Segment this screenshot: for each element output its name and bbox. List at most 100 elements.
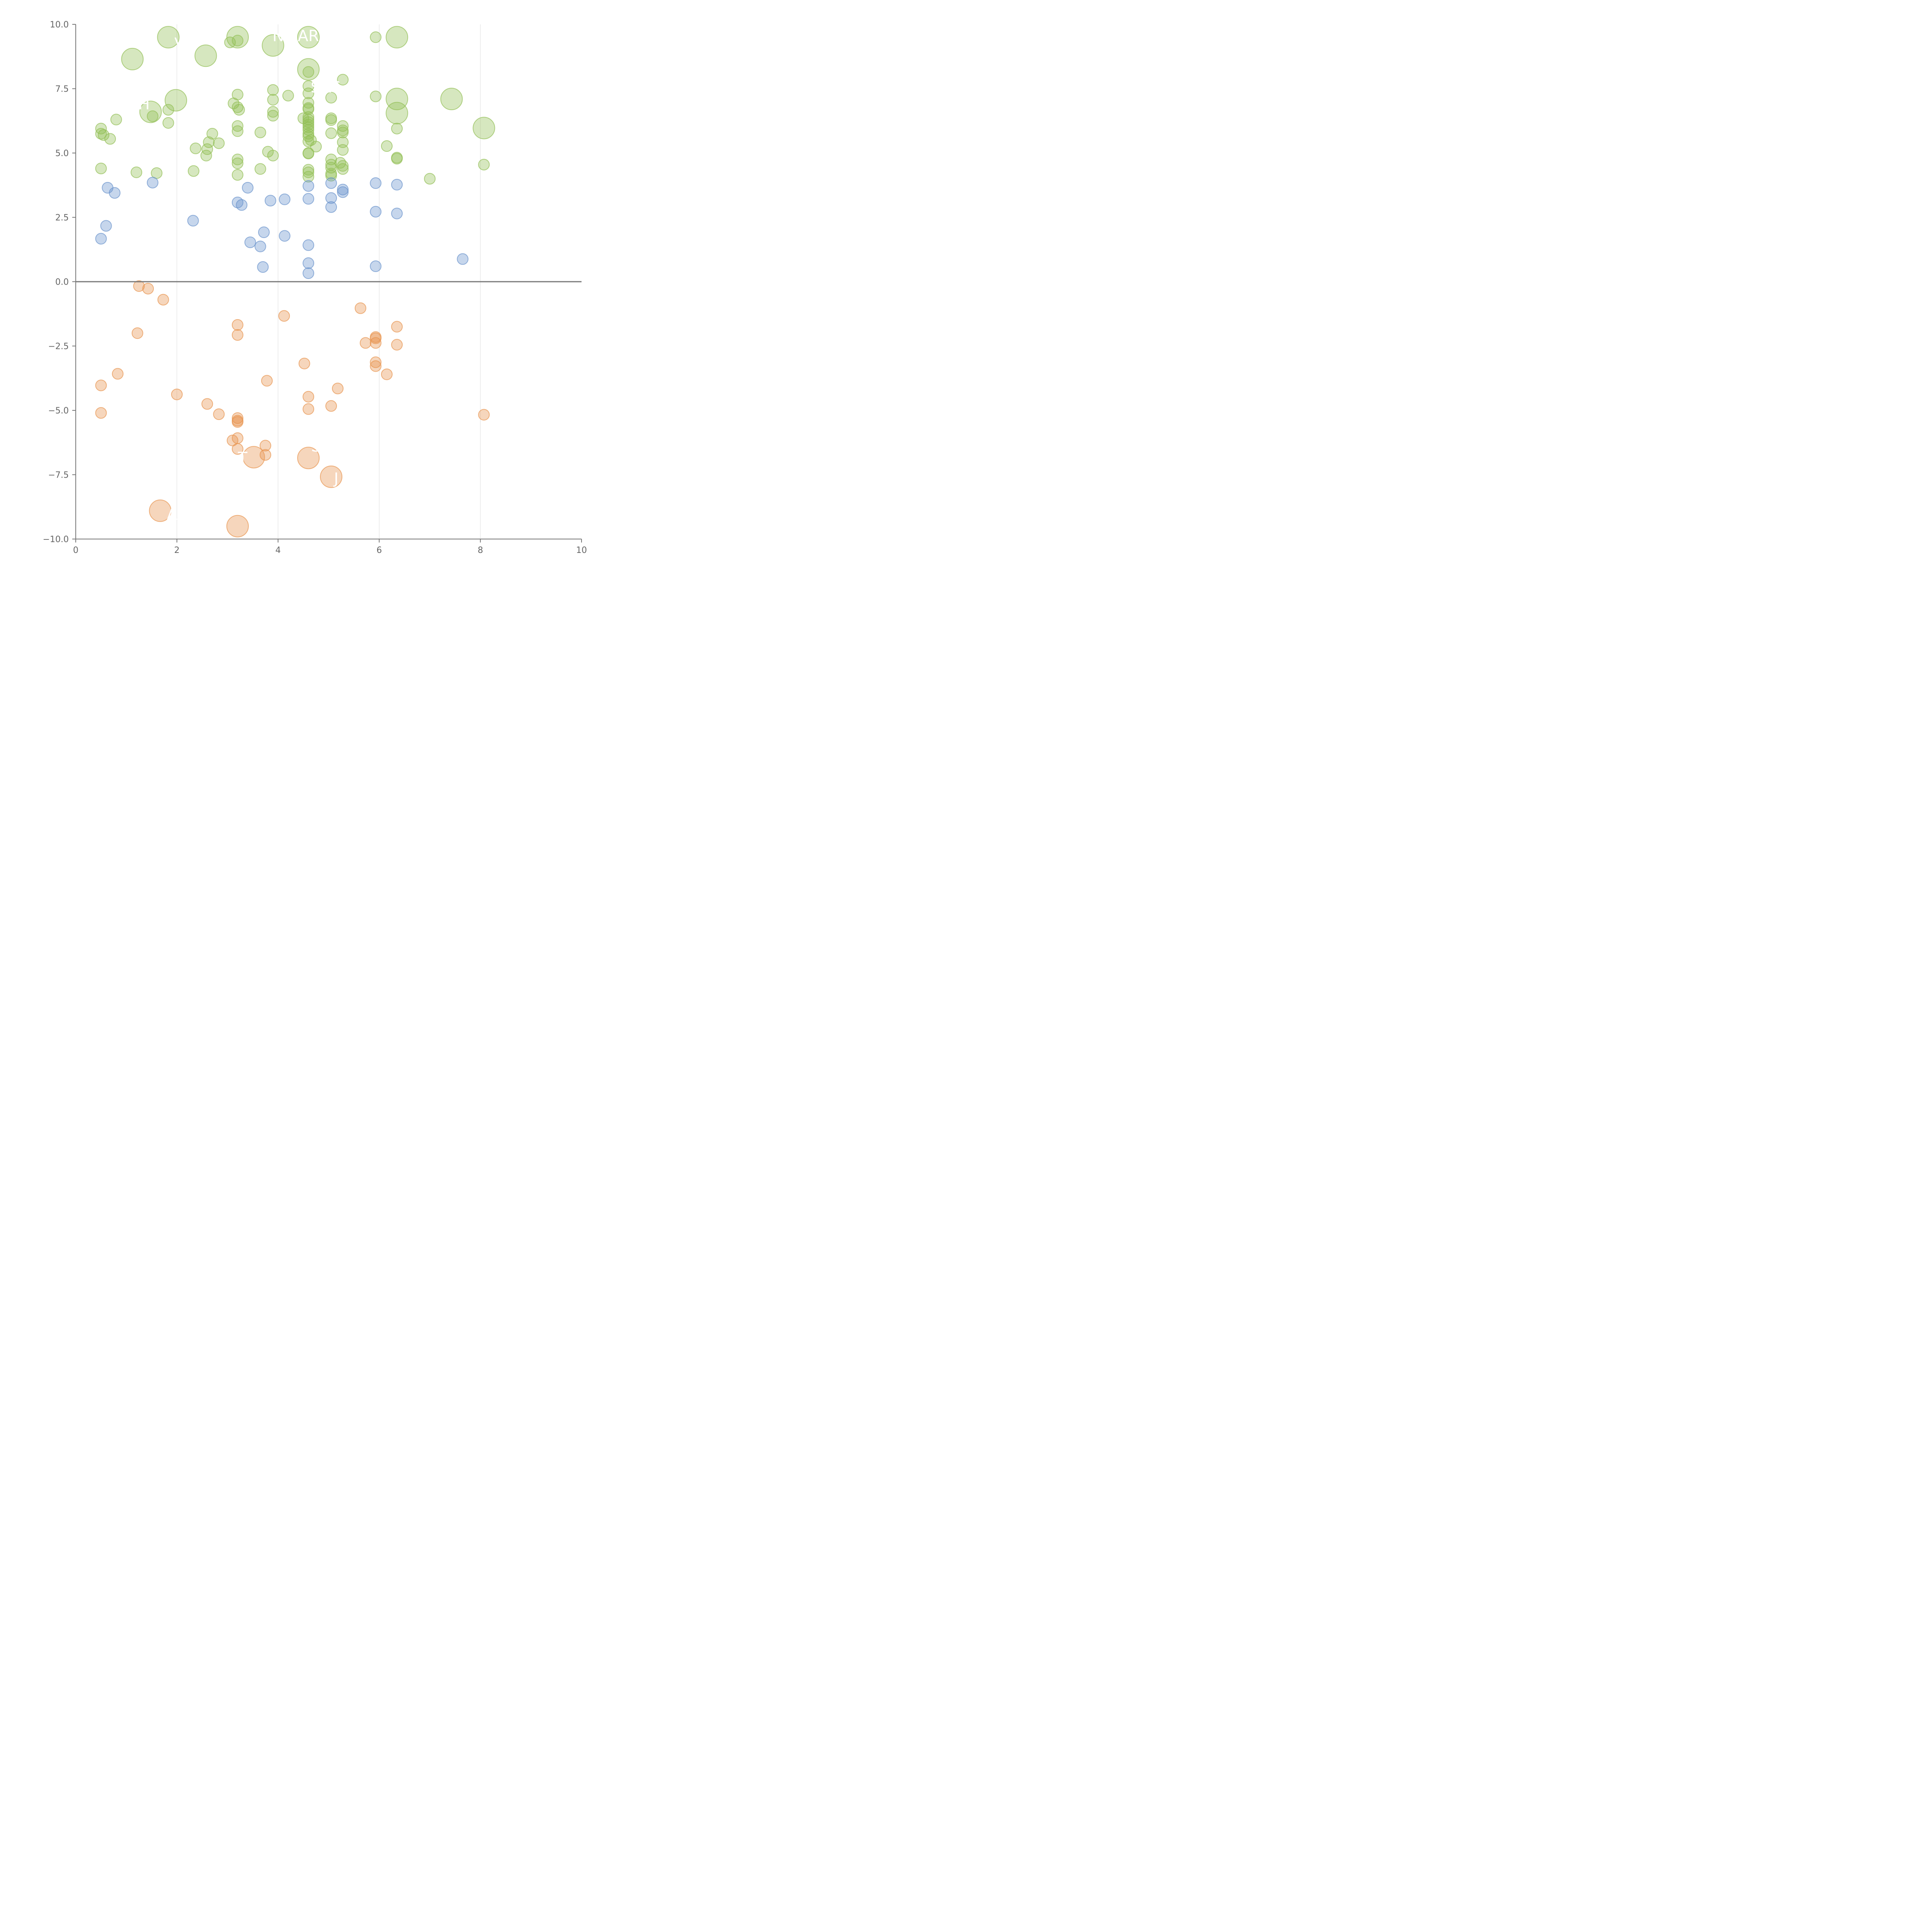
green-point bbox=[297, 26, 320, 49]
orange-point bbox=[142, 282, 154, 294]
blue-point bbox=[146, 177, 158, 189]
blue-point bbox=[264, 195, 276, 207]
green-point bbox=[337, 74, 349, 86]
orange-point bbox=[297, 447, 320, 469]
orange-point bbox=[278, 310, 290, 322]
orange-point bbox=[320, 465, 343, 488]
orange-point bbox=[354, 302, 366, 314]
orange-point bbox=[231, 412, 243, 424]
green-point bbox=[190, 143, 202, 155]
orange-point bbox=[95, 407, 107, 419]
green-point bbox=[478, 158, 490, 170]
green-point bbox=[337, 160, 349, 172]
green-point bbox=[206, 128, 218, 140]
orange-point bbox=[332, 383, 344, 395]
x-tick-label: 4 bbox=[276, 546, 281, 555]
green-point bbox=[386, 102, 408, 124]
green-point bbox=[162, 117, 174, 129]
green-point bbox=[233, 104, 245, 116]
green-point bbox=[325, 114, 337, 126]
orange-point bbox=[478, 409, 490, 421]
blue-point bbox=[303, 193, 315, 205]
green-point bbox=[303, 121, 315, 133]
blue-point bbox=[303, 257, 315, 269]
green-point bbox=[303, 148, 315, 160]
orange-point bbox=[112, 368, 124, 380]
blue-point bbox=[370, 260, 382, 272]
point-label: J bbox=[333, 470, 338, 488]
green-point bbox=[254, 126, 266, 138]
green-point bbox=[381, 140, 393, 152]
y-tick-label: −2.5 bbox=[48, 342, 69, 352]
orange-point bbox=[226, 515, 249, 537]
point-label: H bbox=[138, 95, 150, 113]
x-tick-label: 2 bbox=[174, 546, 180, 555]
green-point bbox=[231, 153, 243, 165]
green-point bbox=[370, 31, 382, 43]
orange-point bbox=[261, 375, 273, 387]
green-point bbox=[110, 114, 122, 126]
green-point bbox=[201, 143, 213, 155]
green-point bbox=[187, 165, 199, 177]
point-label: AI bbox=[167, 506, 182, 524]
green-point bbox=[303, 166, 315, 178]
blue-point bbox=[325, 192, 337, 204]
blue-point bbox=[457, 253, 469, 265]
blue-point bbox=[100, 220, 112, 232]
orange-point bbox=[370, 332, 382, 344]
x-tick-label: 10 bbox=[576, 546, 587, 555]
green-point bbox=[386, 26, 408, 49]
green-point bbox=[262, 34, 284, 57]
point-label: SA bbox=[311, 78, 332, 96]
blue-point bbox=[236, 199, 248, 211]
green-point bbox=[194, 44, 217, 67]
green-point bbox=[391, 153, 403, 165]
y-tick-label: 0.0 bbox=[55, 277, 69, 287]
blue-point bbox=[244, 236, 256, 248]
green-point bbox=[337, 144, 349, 156]
green-point bbox=[310, 141, 322, 153]
point-label: S bbox=[311, 438, 321, 456]
orange-point bbox=[231, 416, 243, 428]
green-point bbox=[231, 34, 243, 46]
blue-point bbox=[337, 184, 349, 196]
green-point bbox=[337, 163, 349, 175]
orange-point bbox=[391, 321, 403, 333]
orange-point bbox=[242, 446, 265, 469]
orange-point bbox=[303, 391, 315, 403]
point-label: VA bbox=[174, 35, 195, 53]
orange-point bbox=[157, 294, 169, 306]
blue-point bbox=[391, 207, 403, 219]
green-point bbox=[231, 125, 243, 137]
green-point bbox=[162, 104, 174, 116]
orange-point bbox=[259, 449, 271, 461]
green-point bbox=[337, 126, 349, 138]
x-tick-label: 0 bbox=[73, 546, 78, 555]
green-point bbox=[267, 106, 279, 118]
green-point bbox=[473, 117, 495, 139]
point-label: T bbox=[238, 449, 248, 467]
green-point bbox=[303, 66, 315, 78]
green-point bbox=[231, 88, 243, 100]
orange-point bbox=[391, 339, 403, 351]
orange-point bbox=[370, 360, 382, 372]
orange-point bbox=[303, 403, 315, 415]
green-point bbox=[267, 94, 279, 106]
green-point bbox=[370, 90, 382, 102]
green-point bbox=[325, 92, 337, 104]
orange-point bbox=[298, 357, 310, 369]
green-point bbox=[213, 137, 225, 149]
orange-point bbox=[149, 499, 172, 522]
green-point bbox=[303, 171, 315, 183]
green-point bbox=[267, 110, 279, 122]
green-point bbox=[325, 162, 337, 173]
blue-point bbox=[187, 215, 199, 227]
y-tick-label: 10.0 bbox=[50, 20, 69, 30]
point-label: L bbox=[466, 121, 475, 139]
green-point bbox=[391, 122, 403, 134]
green-point bbox=[157, 26, 180, 49]
blue-point bbox=[258, 226, 270, 238]
green-point bbox=[337, 120, 349, 132]
green-point bbox=[303, 164, 315, 176]
green-point bbox=[254, 163, 266, 175]
